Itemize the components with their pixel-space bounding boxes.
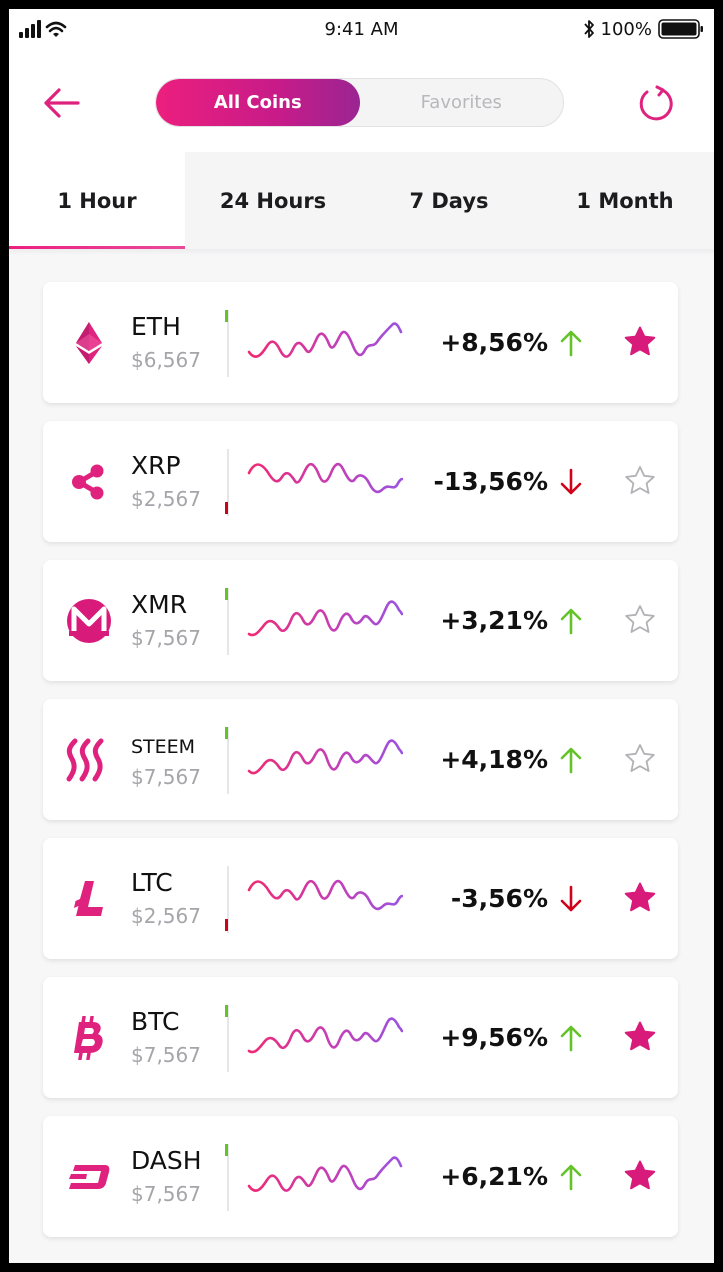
status-time: 9:41 AM bbox=[324, 19, 399, 40]
sparkline bbox=[247, 322, 403, 358]
trend-tick bbox=[225, 588, 228, 600]
segment-all-coins[interactable]: All Coins bbox=[156, 79, 360, 126]
coin-symbol: DASH bbox=[131, 1146, 202, 1175]
arrow-left-icon bbox=[44, 88, 80, 118]
divider bbox=[227, 1144, 229, 1211]
coin-card-btc[interactable]: BTC $7,567 +9,56% bbox=[43, 977, 678, 1098]
coin-price: $7,567 bbox=[131, 626, 201, 650]
divider bbox=[227, 449, 229, 516]
arrow-down-icon bbox=[560, 468, 582, 495]
app-screen: 9:41 AM 100% All Coins Favorites 1 Hour bbox=[9, 9, 714, 1263]
coin-card-eth[interactable]: ETH $6,567 +8,56% bbox=[43, 282, 678, 403]
status-bar: 9:41 AM 100% bbox=[9, 9, 714, 55]
star-filled-icon[interactable] bbox=[623, 881, 657, 915]
coin-symbol: XRP bbox=[131, 451, 181, 480]
signal-wifi-icon bbox=[19, 20, 67, 38]
battery-percent: 100% bbox=[600, 18, 652, 40]
status-right: 100% bbox=[583, 18, 704, 40]
coin-change: -3,56% bbox=[450, 884, 548, 913]
trend-tick bbox=[225, 1005, 228, 1017]
coin-change: +8,56% bbox=[440, 328, 548, 357]
coin-price: $2,567 bbox=[131, 904, 201, 928]
litecoin-icon bbox=[65, 875, 113, 923]
divider bbox=[227, 727, 229, 794]
dash-icon bbox=[65, 1153, 113, 1201]
arrow-up-icon bbox=[560, 608, 582, 635]
ripple-icon bbox=[65, 458, 113, 506]
star-filled-icon[interactable] bbox=[623, 1020, 657, 1054]
trend-tick bbox=[225, 919, 228, 931]
sparkline bbox=[247, 1017, 403, 1054]
coin-price: $7,567 bbox=[131, 1182, 201, 1206]
star-filled-icon[interactable] bbox=[623, 325, 657, 359]
coin-card-xrp[interactable]: XRP $2,567 -13,56% bbox=[43, 421, 678, 542]
tab-1-hour[interactable]: 1 Hour bbox=[9, 152, 185, 249]
coin-card-steem[interactable]: STEEM $7,567 +4,18% bbox=[43, 699, 678, 820]
star-filled-icon[interactable] bbox=[623, 1159, 657, 1193]
sparkline bbox=[247, 462, 403, 494]
segment-favorites[interactable]: Favorites bbox=[420, 92, 502, 113]
coin-symbol: STEEM bbox=[131, 736, 196, 758]
back-button[interactable] bbox=[39, 83, 83, 123]
coin-card-xmr[interactable]: XMR $7,567 +3,21% bbox=[43, 560, 678, 681]
coin-change: +4,18% bbox=[440, 745, 548, 774]
coin-card-ltc[interactable]: LTC $2,567 -3,56% bbox=[43, 838, 678, 959]
sparkline bbox=[247, 1156, 403, 1192]
coin-change: +3,21% bbox=[440, 606, 548, 635]
coin-list: ETH $6,567 +8,56% bbox=[43, 282, 678, 1255]
coin-change: +6,21% bbox=[440, 1162, 548, 1191]
coin-price: $2,567 bbox=[131, 487, 201, 511]
trend-tick bbox=[225, 727, 228, 739]
tab-24-hours[interactable]: 24 Hours bbox=[219, 188, 327, 213]
star-outline-icon[interactable] bbox=[623, 603, 657, 637]
battery-icon bbox=[658, 19, 703, 39]
trend-tick bbox=[225, 310, 228, 322]
monero-icon bbox=[65, 597, 113, 645]
arrow-up-icon bbox=[560, 1025, 582, 1052]
divider bbox=[227, 588, 229, 655]
divider bbox=[227, 866, 229, 933]
coin-card-dash[interactable]: DASH $7,567 +6,21% bbox=[43, 1116, 678, 1237]
refresh-button[interactable] bbox=[634, 81, 678, 125]
trend-tick bbox=[225, 1144, 228, 1156]
arrow-down-icon bbox=[560, 885, 582, 912]
arrow-up-icon bbox=[560, 747, 582, 774]
tab-1-month[interactable]: 1 Month bbox=[576, 188, 674, 213]
sparkline bbox=[247, 879, 403, 911]
coin-symbol: LTC bbox=[131, 868, 173, 897]
coin-symbol: ETH bbox=[131, 312, 181, 341]
arrow-up-icon bbox=[560, 330, 582, 357]
period-tabs: 1 Hour 24 Hours 7 Days 1 Month bbox=[9, 152, 714, 249]
trend-tick bbox=[225, 502, 228, 514]
sparkline bbox=[247, 739, 403, 775]
divider bbox=[227, 310, 229, 377]
ethereum-icon bbox=[65, 319, 113, 367]
coin-price: $7,567 bbox=[131, 1043, 201, 1067]
arrow-up-icon bbox=[560, 1164, 582, 1191]
refresh-icon bbox=[639, 85, 673, 121]
coin-symbol: XMR bbox=[131, 590, 188, 619]
star-outline-icon[interactable] bbox=[623, 742, 657, 776]
tab-7-days[interactable]: 7 Days bbox=[409, 188, 489, 213]
star-outline-icon[interactable] bbox=[623, 464, 657, 498]
divider bbox=[227, 1005, 229, 1072]
coin-change: -13,56% bbox=[433, 467, 548, 496]
bitcoin-icon bbox=[65, 1014, 113, 1062]
coin-price: $6,567 bbox=[131, 348, 201, 372]
coin-price: $7,567 bbox=[131, 765, 201, 789]
tab-shadow bbox=[9, 249, 714, 255]
coin-filter-segmented: All Coins Favorites bbox=[155, 78, 564, 127]
coin-change: +9,56% bbox=[440, 1023, 548, 1052]
sparkline bbox=[247, 600, 403, 637]
steem-icon bbox=[65, 736, 113, 784]
bluetooth-icon bbox=[583, 20, 594, 38]
coin-symbol: BTC bbox=[131, 1007, 180, 1036]
